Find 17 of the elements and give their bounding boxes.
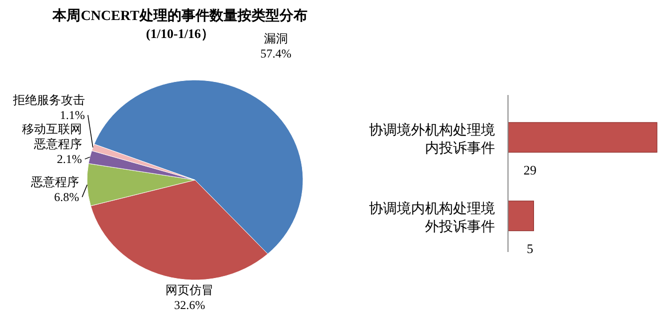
chart-title: 本周CNCERT处理的事件数量按类型分布 [52,8,308,24]
data-label: 2.1% [56,152,82,166]
slice-label: 恶意程序 [30,175,80,190]
data-label: 5 [526,240,534,256]
y-tick-label: 协调境内机构处理境外投诉事件 [369,200,495,235]
slice-label: 拒绝服务攻击 [12,93,85,108]
chart-subtitle: (1/10-1/16） [146,26,214,41]
data-label: 29 [524,162,536,178]
slice-label: 网页仿冒 [166,283,214,297]
data-label: 57.4% [260,46,292,60]
data-label: 1.1% [60,108,85,122]
y-tick-label: 协调境外机构处理境内投诉事件 [369,122,495,156]
data-label: 32.6% [174,298,206,312]
slice-label: 漏洞 [264,31,288,46]
slice-label: 恶意程序 [32,137,82,152]
data-label: 6.8% [54,190,80,204]
category-label: 移动互联网 [22,122,82,136]
